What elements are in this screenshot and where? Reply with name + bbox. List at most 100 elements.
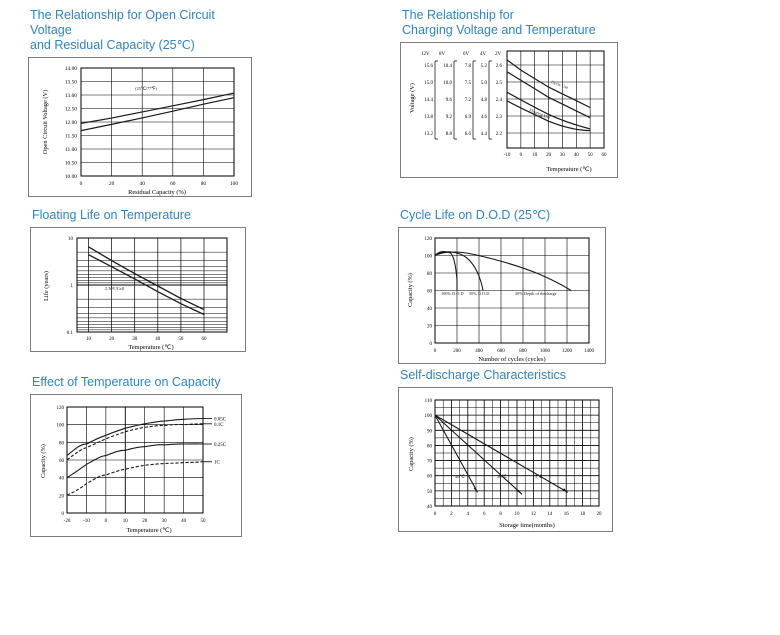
svg-text:Temperature (℃): Temperature (℃) xyxy=(128,344,173,351)
svg-text:2.6: 2.6 xyxy=(496,64,503,69)
chart-floating-life: 10 1 0.1 10 20 30 40 50 60 Life (years) … xyxy=(30,227,246,352)
panel-title-charging-voltage-temperature: The Relationship for Charging Voltage an… xyxy=(402,8,596,37)
svg-text:4.4: 4.4 xyxy=(481,132,488,137)
svg-text:Capacity (%): Capacity (%) xyxy=(408,437,415,471)
curve-label-cycle-use: Cycle Use xyxy=(551,79,570,90)
svg-text:8.8: 8.8 xyxy=(446,132,453,137)
svg-text:100: 100 xyxy=(425,414,433,419)
panel-effect-temperature-capacity: Effect of Temperature on Capacity xyxy=(30,375,255,537)
svg-text:70: 70 xyxy=(427,460,433,465)
svg-text:100: 100 xyxy=(425,255,433,260)
svg-text:-10: -10 xyxy=(504,153,511,158)
svg-text:14: 14 xyxy=(547,512,553,517)
svg-text:Capacity (%): Capacity (%) xyxy=(40,444,47,478)
svg-text:-10: -10 xyxy=(83,519,90,524)
svg-text:-20: -20 xyxy=(64,519,71,524)
svg-text:100: 100 xyxy=(57,424,65,429)
svg-text:40: 40 xyxy=(427,307,433,312)
svg-text:4.8: 4.8 xyxy=(481,98,488,103)
svg-text:13.50: 13.50 xyxy=(65,80,77,86)
svg-text:Storage time(months): Storage time(months) xyxy=(499,522,555,529)
svg-text:0: 0 xyxy=(434,512,437,517)
svg-text:120: 120 xyxy=(57,406,65,411)
svg-text:12.50: 12.50 xyxy=(65,107,77,113)
svg-text:20: 20 xyxy=(142,519,148,524)
panel-self-discharge: Self-discharge Characteristics xyxy=(398,368,628,532)
svg-text:12: 12 xyxy=(531,512,537,517)
svg-text:7.2: 7.2 xyxy=(465,98,472,103)
svg-text:60: 60 xyxy=(202,337,208,342)
svg-text:12V: 12V xyxy=(421,52,430,57)
svg-text:600: 600 xyxy=(497,349,505,354)
chart-cycle-life-dod: 120 100 80 60 40 20 0 200 400 600 800 10… xyxy=(398,227,606,364)
panel-floating-life: Floating Life on Temperature xyxy=(30,208,255,352)
svg-text:10: 10 xyxy=(123,519,129,524)
svg-text:11.00: 11.00 xyxy=(65,147,77,153)
svg-text:0: 0 xyxy=(434,349,437,354)
svg-text:1200: 1200 xyxy=(562,349,573,354)
svg-text:4: 4 xyxy=(467,512,470,517)
annotation-dod-100: 100% D.O.D xyxy=(441,291,464,296)
svg-text:Temperature (℃): Temperature (℃) xyxy=(546,166,591,173)
panel-cycle-life-dod: Cycle Life on D.O.D (25℃) xyxy=(398,208,628,364)
svg-text:13.8: 13.8 xyxy=(424,115,433,120)
svg-text:11.50: 11.50 xyxy=(65,134,77,140)
svg-text:10.0: 10.0 xyxy=(443,81,452,86)
svg-text:40: 40 xyxy=(181,519,187,524)
svg-text:20: 20 xyxy=(597,512,603,517)
svg-text:14.00: 14.00 xyxy=(65,66,77,72)
svg-text:60: 60 xyxy=(170,181,176,187)
curve-label-1c: 1C xyxy=(214,461,221,466)
svg-text:20: 20 xyxy=(109,181,115,187)
svg-text:Voltage (V): Voltage (V) xyxy=(409,83,416,113)
svg-text:7.8: 7.8 xyxy=(465,64,472,69)
svg-text:5.0: 5.0 xyxy=(481,81,488,86)
svg-text:40: 40 xyxy=(140,181,146,187)
svg-text:15.0: 15.0 xyxy=(424,81,433,86)
curve-label-025c: 0.25C xyxy=(214,443,227,448)
svg-text:800: 800 xyxy=(519,349,527,354)
svg-text:13.00: 13.00 xyxy=(65,93,77,99)
svg-text:6.6: 6.6 xyxy=(465,132,472,137)
panel-title-effect-temperature-capacity: Effect of Temperature on Capacity xyxy=(32,375,221,389)
svg-text:40: 40 xyxy=(155,337,161,342)
svg-text:8V: 8V xyxy=(439,52,446,57)
annotation-dod-50: 50% D.O.D xyxy=(469,291,489,296)
svg-text:20: 20 xyxy=(109,337,115,342)
annotation-cell-voltage: 2.30V/Cell xyxy=(105,286,125,291)
svg-text:8: 8 xyxy=(499,512,502,517)
svg-text:10.4: 10.4 xyxy=(443,64,452,69)
svg-text:40: 40 xyxy=(427,505,433,510)
chart-svg-effect-temperature-capacity: 120 100 80 60 40 20 0 -20 -10 0 10 20 30… xyxy=(40,406,227,534)
panel-title-self-discharge: Self-discharge Characteristics xyxy=(400,368,567,382)
svg-text:2.2: 2.2 xyxy=(496,132,503,137)
chart-effect-temperature-capacity: 120 100 80 60 40 20 0 -20 -10 0 10 20 30… xyxy=(30,394,242,537)
svg-text:80: 80 xyxy=(427,444,433,449)
chart-open-circuit-voltage: 14.00 13.50 13.00 12.50 12.00 11.50 11.0… xyxy=(28,57,252,197)
annotation-temp-40: 40℃ xyxy=(455,474,466,479)
annotation-temp-30: 30℃ xyxy=(497,474,508,479)
svg-text:10: 10 xyxy=(515,512,521,517)
svg-text:20: 20 xyxy=(427,325,433,330)
svg-text:Open Circuit Voltage (V): Open Circuit Voltage (V) xyxy=(42,90,49,155)
svg-text:110: 110 xyxy=(425,399,433,404)
svg-text:0: 0 xyxy=(80,181,83,187)
chart-charging-voltage-temperature: 12V 8V 6V 4V 2V 15.6 15.0 14.4 13.8 13.2… xyxy=(400,42,618,178)
svg-text:6: 6 xyxy=(483,512,486,517)
svg-text:60: 60 xyxy=(427,475,433,480)
svg-text:80: 80 xyxy=(427,272,433,277)
svg-text:1: 1 xyxy=(71,284,74,289)
svg-text:10.50: 10.50 xyxy=(65,161,77,167)
chart-svg-charging-voltage-temperature: 12V 8V 6V 4V 2V 15.6 15.0 14.4 13.8 13.2… xyxy=(409,50,607,173)
svg-text:2V: 2V xyxy=(495,52,502,57)
svg-text:30: 30 xyxy=(560,153,566,158)
chart-svg-open-circuit-voltage: 14.00 13.50 13.00 12.50 12.00 11.50 11.0… xyxy=(42,66,238,196)
svg-text:9.2: 9.2 xyxy=(446,115,453,120)
curve-label-005c: 0.05C xyxy=(214,418,227,423)
svg-text:2.5: 2.5 xyxy=(496,81,503,86)
svg-text:4V: 4V xyxy=(480,52,487,57)
panel-title-floating-life: Floating Life on Temperature xyxy=(32,208,191,222)
svg-text:Number of cycles (cycles): Number of cycles (cycles) xyxy=(478,356,545,363)
svg-text:14.4: 14.4 xyxy=(424,98,433,103)
